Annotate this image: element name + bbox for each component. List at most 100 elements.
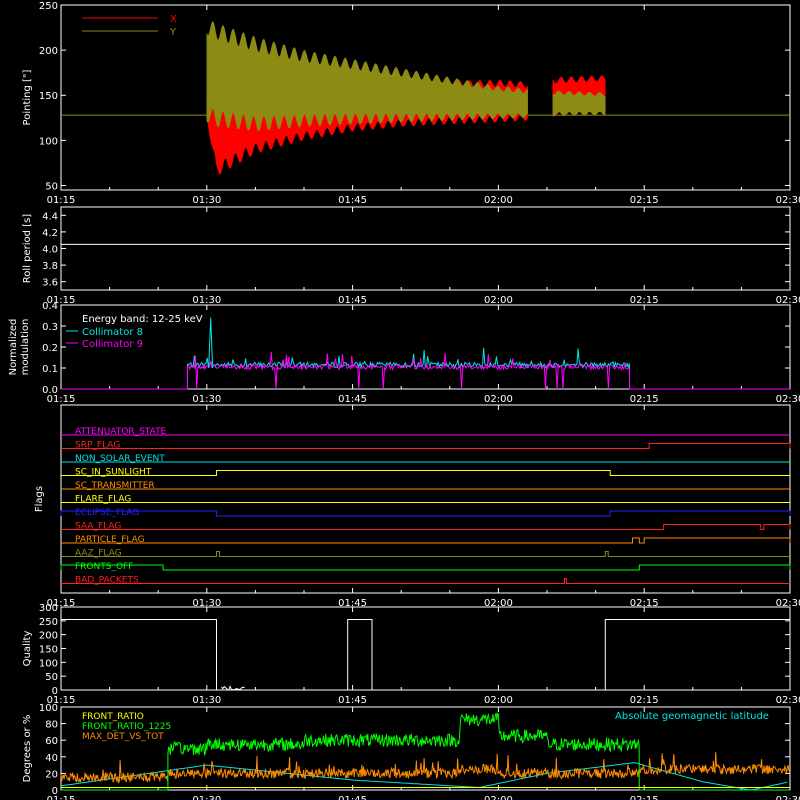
y-tick-label: 150 [39,91,58,102]
x-tick-label: 02:15 [630,795,659,800]
legend-label: FRONT_RATIO [82,712,144,722]
y-tick-label: 100 [39,136,58,147]
y-tick-label: 50 [45,181,58,192]
y-tick-label: 150 [39,645,58,656]
y-tick-label: 0.4 [42,301,58,312]
plot-frame [60,706,791,791]
front-ratio-1225-line [61,712,790,791]
flag-saa-flag-line [61,524,791,530]
x-tick-label: 01:45 [338,695,367,706]
flag-eclipse-flag-line [60,510,791,517]
x-tick-label: 01:30 [192,695,221,706]
x-tick-label: 02:30 [776,598,800,609]
y-tick-label: 200 [39,631,58,642]
y-tick-label: 0.3 [42,322,58,333]
y-tick-label: 0.2 [42,343,58,354]
plot-frame [60,4,791,191]
y-axis-label: Roll period [s] [22,214,33,283]
plot-frame [60,206,791,291]
x-tick-label: 02:15 [630,598,659,609]
x-tick-label: 01:30 [192,195,221,206]
flag-label: BAD_PACKETS [75,576,139,586]
y-tick-label: 4.2 [42,228,58,239]
flag-sc-in-sunlight-line [61,470,790,476]
x-tick-label: 01:15 [47,795,76,800]
flag-label: FLARE_FLAG [75,495,131,505]
y-axis-label: Degrees or % [22,715,33,783]
x-tick-label: 01:45 [338,394,367,405]
series-collimator-8-line [61,347,790,390]
y-tick-label: 3.8 [42,261,58,272]
legend-label: Collimator 9 [82,339,143,350]
y-axis-label: Flags [34,486,45,512]
x-tick-label: 02:30 [776,795,800,800]
flag-particle-flag-line [61,537,791,544]
flag-label: ATTENUATOR_STATE [75,427,167,437]
y-tick-label: 250 [39,617,58,628]
x-tick-label: 01:45 [338,795,367,800]
y-tick-label: 20 [45,769,58,780]
plot-frame [60,404,791,594]
x-tick-label: 01:45 [338,598,367,609]
y-tick-label: 0 [52,686,58,697]
x-tick-label: 02:30 [776,695,800,706]
y-tick-label: 0.0 [42,385,58,396]
x-tick-label: 02:15 [630,394,659,405]
x-tick-label: 01:30 [192,295,221,306]
flag-aaz-flag-line [61,551,790,557]
x-tick-label: 01:15 [47,394,76,405]
x-tick-label: 02:15 [630,295,659,306]
flag-label: NON_SOLAR_EVENT [75,454,165,464]
energy-band-label: Energy band: 12-25 keV [82,314,203,325]
flag-bad-packets-line [61,578,790,584]
y-axis-label: Pointing ["] [22,69,33,125]
y-tick-label: 200 [39,46,58,57]
legend-label: Y [169,27,177,38]
spike-line [208,317,214,369]
y-tick-label: 250 [39,1,58,12]
x-tick-label: 02:00 [484,394,513,405]
y-tick-label: 300 [39,603,58,614]
x-tick-label: 01:15 [47,695,76,706]
legend-label: Absolute geomagnetic latitude [615,711,769,722]
y-tick-label: 40 [45,753,58,764]
y-tick-label: 100 [39,703,58,714]
flag-label: SC_TRANSMITTER [75,481,155,491]
legend-label: FRONT_RATIO_1225 [82,722,171,732]
x-tick-label: 02:30 [776,195,800,206]
x-tick-label: 02:15 [630,195,659,206]
flag-label: FRONTS_OFF [75,562,133,572]
y-tick-label: 80 [45,720,58,731]
flag-srp-flag-line [61,443,791,449]
x-tick-label: 01:30 [192,795,221,800]
flag-fronts-off-line [60,564,791,571]
flag-label: SC_IN_SUNLIGHT [75,468,152,478]
flag-label: AAZ_FLAG [75,549,122,559]
x-tick-label: 01:30 [192,394,221,405]
x-tick-label: 02:30 [776,295,800,306]
y-tick-label: 0 [52,786,58,797]
x-tick-label: 01:15 [47,195,76,206]
flag-label: PARTICLE_FLAG [75,535,145,545]
y-tick-label: 3.6 [42,278,58,289]
x-tick-label: 01:45 [338,195,367,206]
y-tick-label: 4.0 [42,245,58,256]
y-tick-label: 100 [39,658,58,669]
x-tick-label: 02:00 [484,695,513,706]
flag-label: ECLIPSE_FLAG [75,508,139,518]
y-tick-label: 60 [45,736,58,747]
x-tick-label: 02:00 [484,295,513,306]
legend-label: MAX_DET_VS_TOT [82,732,164,742]
x-tick-label: 02:00 [484,795,513,800]
x-tick-label: 01:15 [47,295,76,306]
flag-label: SAA_FLAG [75,522,121,532]
series-y-band [552,90,606,117]
x-tick-label: 02:00 [484,195,513,206]
max-det-vs-tot-line [60,752,791,784]
